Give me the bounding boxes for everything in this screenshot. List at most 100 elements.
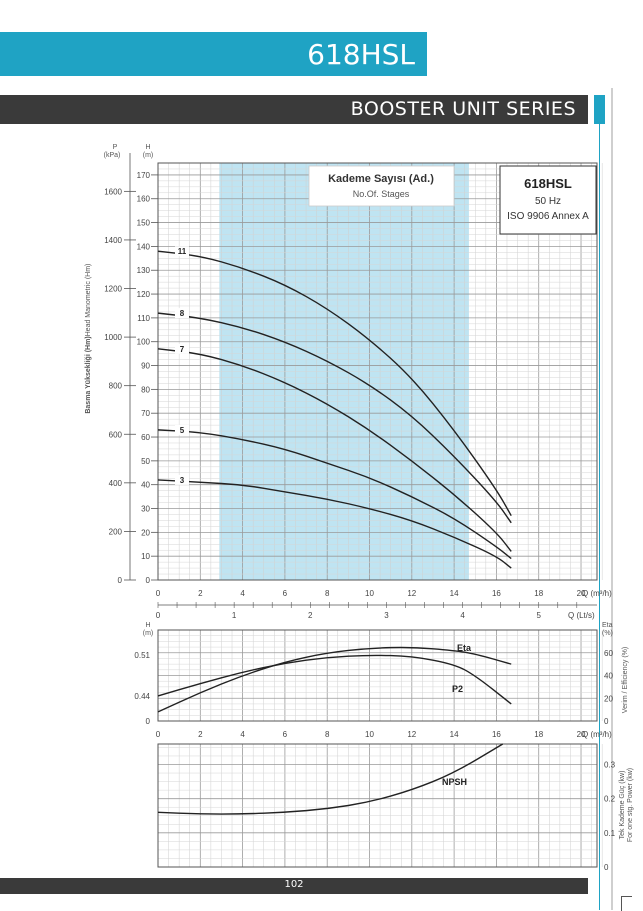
eff-h-tick: 0.51 — [134, 651, 150, 660]
y-tick-label: 90 — [141, 362, 150, 371]
y-left-label-en: Head Manometric (Hm) — [85, 264, 92, 337]
eff-h-unit: (m) — [143, 630, 154, 637]
eff-x-tick-label: 0 — [156, 730, 161, 739]
curve-label-11: 11 — [178, 247, 187, 256]
side-accent-line — [599, 124, 600, 910]
x-tick-label: 8 — [325, 589, 330, 598]
x-tick-label: 4 — [240, 589, 245, 598]
power-tick-label: 0.2 — [604, 795, 616, 804]
lps-tick-label: 4 — [460, 611, 465, 620]
footer-band: 102 — [0, 878, 588, 894]
series-band: BOOSTER UNIT SERIES — [0, 95, 588, 124]
curve-label-bg — [175, 424, 189, 435]
eff-x-unit: Q (m³/h) — [582, 730, 612, 739]
y-tick-label: 80 — [141, 385, 150, 394]
curve-label-7: 7 — [180, 345, 185, 354]
curve-label-bg — [175, 343, 189, 354]
y-tick-label: 10 — [141, 552, 150, 561]
page-edge — [611, 88, 613, 910]
p-axis-unit: (kPa) — [104, 152, 121, 159]
x-tick-label: 16 — [492, 589, 501, 598]
main-plot-frame — [157, 162, 598, 581]
curve-npsh — [157, 743, 504, 815]
curve-label-5: 5 — [180, 426, 185, 435]
crop-mark — [621, 896, 632, 911]
eta-axis-label: Eta — [602, 622, 613, 629]
y-tick-label: 150 — [137, 219, 151, 228]
p-axis-label: P — [113, 144, 118, 151]
p-tick-label: 800 — [109, 382, 123, 391]
p-tick-label: 200 — [109, 527, 123, 536]
curve-eta — [157, 646, 512, 713]
x-tick-label: 2 — [198, 589, 203, 598]
eff-x-tick-label: 8 — [325, 730, 330, 739]
y-tick-label: 110 — [137, 314, 150, 323]
power-tick-label: 0.3 — [604, 761, 616, 770]
p-tick-label: 1400 — [104, 236, 122, 245]
curve-p2 — [157, 654, 512, 705]
curve-label-8: 8 — [180, 309, 185, 318]
p-tick-label: 600 — [109, 430, 123, 439]
p-tick-label: 1200 — [104, 285, 122, 294]
lps-tick-label: 0 — [156, 611, 161, 620]
eff-x-tick-label: 20 — [577, 730, 586, 739]
x-tick-label: 14 — [450, 589, 459, 598]
p-tick-label: 0 — [118, 576, 123, 585]
y-tick-label: 20 — [141, 528, 150, 537]
curve-stage-7 — [157, 348, 512, 552]
curve-label-3: 3 — [180, 476, 185, 485]
stages-legend: Kademe Sayısı (Ad.) No.Of. Stages — [308, 165, 455, 207]
eta-tick-label: 60 — [604, 649, 613, 658]
model-box-freq: 50 Hz — [535, 196, 561, 207]
h-axis-label: H — [145, 144, 150, 151]
eff-x-tick-label: 6 — [283, 730, 288, 739]
power-tick-label: 0 — [604, 863, 609, 872]
eff-x-tick-label: 12 — [407, 730, 416, 739]
npsh-curve-label: NPSH — [442, 777, 467, 787]
eta-tick-label: 20 — [604, 694, 613, 703]
lps-unit-label: Q (Lt/s) — [568, 611, 595, 620]
curve-stage-5 — [157, 429, 512, 560]
x-tick-label: 20 — [577, 589, 586, 598]
power-right-label-tr: Tek Kademe Güç (kw) — [619, 771, 626, 840]
lps-tick-label: 2 — [308, 611, 313, 620]
model-box-standard: ISO 9906 Annex A — [507, 211, 589, 222]
p2-curve-label: P2 — [452, 684, 463, 694]
x-tick-label: 18 — [534, 589, 543, 598]
x-tick-label: 6 — [283, 589, 288, 598]
eff-h-tick: 0.44 — [134, 692, 150, 701]
curve-label-bg — [175, 474, 189, 485]
p-tick-label: 1600 — [104, 187, 122, 196]
side-accent-bar — [594, 95, 605, 124]
y-tick-label: 170 — [137, 171, 151, 180]
model-box-frame — [499, 165, 597, 235]
stages-legend-box — [308, 165, 455, 207]
x-tick-label: 0 — [156, 589, 161, 598]
eff-x-tick-label: 2 — [198, 730, 203, 739]
eff-x-tick-label: 4 — [240, 730, 245, 739]
model-box: 618HSL 50 Hz ISO 9906 Annex A — [499, 165, 597, 235]
curve-stage-8 — [157, 312, 512, 524]
y-tick-label: 130 — [137, 266, 151, 275]
y-tick-label: 160 — [137, 195, 151, 204]
eff-x-tick-label: 10 — [365, 730, 374, 739]
y-tick-label: 60 — [141, 433, 150, 442]
page-number: 102 — [284, 879, 304, 890]
y-tick-label: 40 — [141, 481, 150, 490]
eff-h-label: H — [145, 622, 150, 629]
eff-x-tick-label: 18 — [534, 730, 543, 739]
eta-axis-unit: (%) — [602, 630, 613, 637]
curve-stage-3 — [157, 479, 512, 569]
product-title: 618HSL — [307, 38, 415, 71]
h-axis-unit: (m) — [143, 152, 154, 159]
stages-legend-title: Kademe Sayısı (Ad.) — [328, 173, 434, 185]
y-tick-label: 140 — [137, 242, 151, 251]
curve-stage-11 — [157, 250, 512, 517]
p-tick-label: 1000 — [104, 333, 122, 342]
y-tick-label: 0 — [146, 576, 151, 585]
y-tick-label: 70 — [141, 409, 150, 418]
eff-right-label: Verim / Efficiency (%) — [622, 647, 629, 713]
curve-label-bg — [175, 246, 189, 257]
y-tick-label: 100 — [137, 338, 151, 347]
p-tick-label: 400 — [109, 479, 123, 488]
